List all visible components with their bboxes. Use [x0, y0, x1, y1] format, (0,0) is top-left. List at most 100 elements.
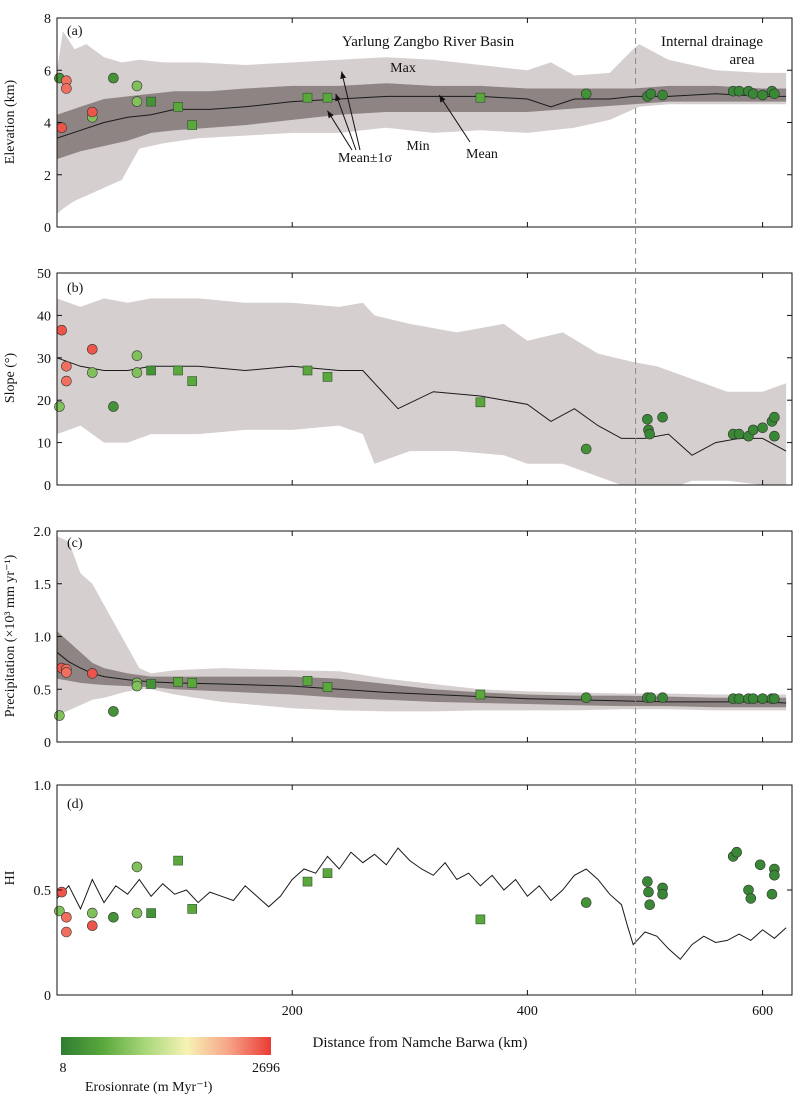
y-tick-label: 30 — [37, 352, 51, 367]
panel-d-data-area — [57, 847, 787, 961]
panel-b-mean-line — [57, 357, 787, 456]
panel-b-frame — [56, 272, 793, 486]
sample-circle-marker — [108, 401, 119, 412]
sample-circle-marker — [642, 413, 653, 425]
sample-circle-marker — [131, 80, 143, 92]
sample-circle-marker — [580, 88, 592, 100]
panel-a-data-area — [57, 31, 787, 214]
panel-a: 0 2 4 6 8 (a) Yarlung Zangbo River Basin Int… — [3, 12, 793, 236]
sample-circle-marker — [747, 424, 759, 436]
sample-circle-marker — [108, 72, 119, 84]
sample-circle-marker — [657, 89, 668, 101]
region-label-yarlung: Yarlung Zangbo River Basin — [342, 34, 515, 50]
panel-c-plot: 0 0.5 1.0 1.5 2.0 — [34, 525, 793, 751]
sample-circle-marker — [580, 443, 592, 455]
sample-circle-marker — [757, 89, 768, 101]
sample-square-marker — [146, 908, 156, 918]
sample-square-marker — [173, 365, 183, 376]
y-axis-label-slope: Slope (°) — [3, 353, 18, 404]
annotation-arrowhead — [340, 71, 347, 80]
panel-d: 0 0.5 1.0 200 400 600 (d) HI Distance from Na… — [3, 779, 793, 1051]
y-tick-label: 0 — [44, 736, 51, 751]
annotation-arrow — [341, 71, 361, 151]
y-tick-label: 8 — [44, 12, 51, 27]
sample-square-marker — [302, 876, 313, 887]
sample-square-marker — [146, 679, 156, 689]
sample-square-marker — [302, 675, 313, 686]
panel-b-min-max-envelope — [57, 298, 787, 485]
sample-circle-marker — [131, 907, 143, 919]
sample-circle-marker — [769, 411, 780, 423]
sample-circle-marker — [657, 692, 668, 704]
sample-square-marker — [187, 678, 197, 688]
sample-circle-marker — [645, 692, 657, 704]
panel-c-label: (c) — [67, 536, 83, 551]
sample-circle-marker — [131, 367, 143, 378]
panel-d-frame — [56, 784, 793, 996]
sample-square-marker — [187, 376, 197, 386]
colorbar-max-label: 2696 — [252, 1061, 280, 1076]
y-tick-label: 4 — [44, 117, 51, 132]
sample-circle-marker — [87, 920, 98, 932]
sample-circle-marker — [642, 876, 653, 887]
x-tick-label: 200 — [282, 1004, 303, 1019]
sample-circle-marker — [131, 861, 143, 873]
erosion-rate-colorbar: 8 2696 Erosionrate (m Myr⁻¹) — [60, 1037, 280, 1095]
sample-square-marker — [146, 365, 156, 376]
sample-square-marker — [187, 120, 197, 130]
sample-circle-marker — [580, 897, 592, 908]
panel-a-plot: 0 2 4 6 8 — [44, 12, 793, 236]
panel-d-mean-line — [57, 847, 787, 961]
y-axis-label-precipitation: Precipitation (×10³ mm yr⁻¹) — [3, 554, 18, 717]
panel-b-plot: 0 10 20 30 40 50 — [37, 267, 793, 494]
sample-circle-marker — [61, 911, 72, 923]
sample-square-marker — [173, 677, 183, 687]
sample-circle-marker — [56, 886, 68, 898]
sample-circle-marker — [108, 911, 119, 923]
sample-square-marker — [302, 92, 313, 103]
y-tick-label: 6 — [44, 64, 51, 79]
sample-circle-marker — [131, 350, 143, 362]
panel-d-plot: 0 0.5 1.0 200 400 600 — [34, 779, 793, 1019]
region-label-internal-2: area — [730, 52, 755, 68]
sample-circle-marker — [644, 428, 656, 440]
y-tick-label: 1.5 — [34, 578, 52, 593]
sample-circle-marker — [644, 899, 656, 911]
sample-square-marker — [322, 372, 333, 382]
panel-c-min-max-envelope — [57, 536, 787, 716]
sample-circle-marker — [747, 693, 759, 705]
sample-circle-marker — [61, 83, 72, 94]
x-tick-label: 400 — [517, 1004, 538, 1019]
sample-square-marker — [475, 397, 486, 408]
sample-circle-marker — [733, 428, 745, 440]
sample-circle-marker — [87, 668, 98, 679]
sample-square-marker — [173, 855, 183, 866]
y-tick-label: 0 — [44, 221, 51, 236]
panel-b-data-area — [57, 298, 787, 485]
sample-square-marker — [302, 365, 313, 376]
sample-circle-marker — [61, 360, 72, 372]
sample-square-marker — [146, 96, 156, 107]
y-axis-label-hi: HI — [3, 870, 18, 885]
colorbar-gradient — [61, 1037, 271, 1055]
panel-a-min-max-envelope — [57, 31, 787, 214]
y-tick-label: 10 — [37, 437, 51, 452]
x-axis-label-distance: Distance from Namche Barwa (km) — [313, 1035, 528, 1051]
sample-circle-marker — [56, 122, 68, 133]
sample-circle-marker — [754, 859, 766, 871]
sample-circle-marker — [108, 706, 119, 717]
sample-circle-marker — [769, 693, 780, 705]
sample-circle-marker — [87, 907, 98, 919]
annotation-max: Max — [390, 61, 416, 76]
sample-circle-marker — [61, 375, 72, 387]
sample-square-marker — [322, 92, 333, 103]
annotation-min: Min — [406, 139, 429, 154]
panel-a-label: (a) — [67, 24, 83, 39]
sample-circle-marker — [747, 88, 759, 100]
y-tick-label: 0 — [44, 989, 51, 1004]
y-tick-label: 1.0 — [34, 631, 52, 646]
sample-circle-marker — [56, 324, 68, 336]
sample-square-marker — [475, 914, 486, 925]
sample-circle-marker — [87, 367, 98, 378]
